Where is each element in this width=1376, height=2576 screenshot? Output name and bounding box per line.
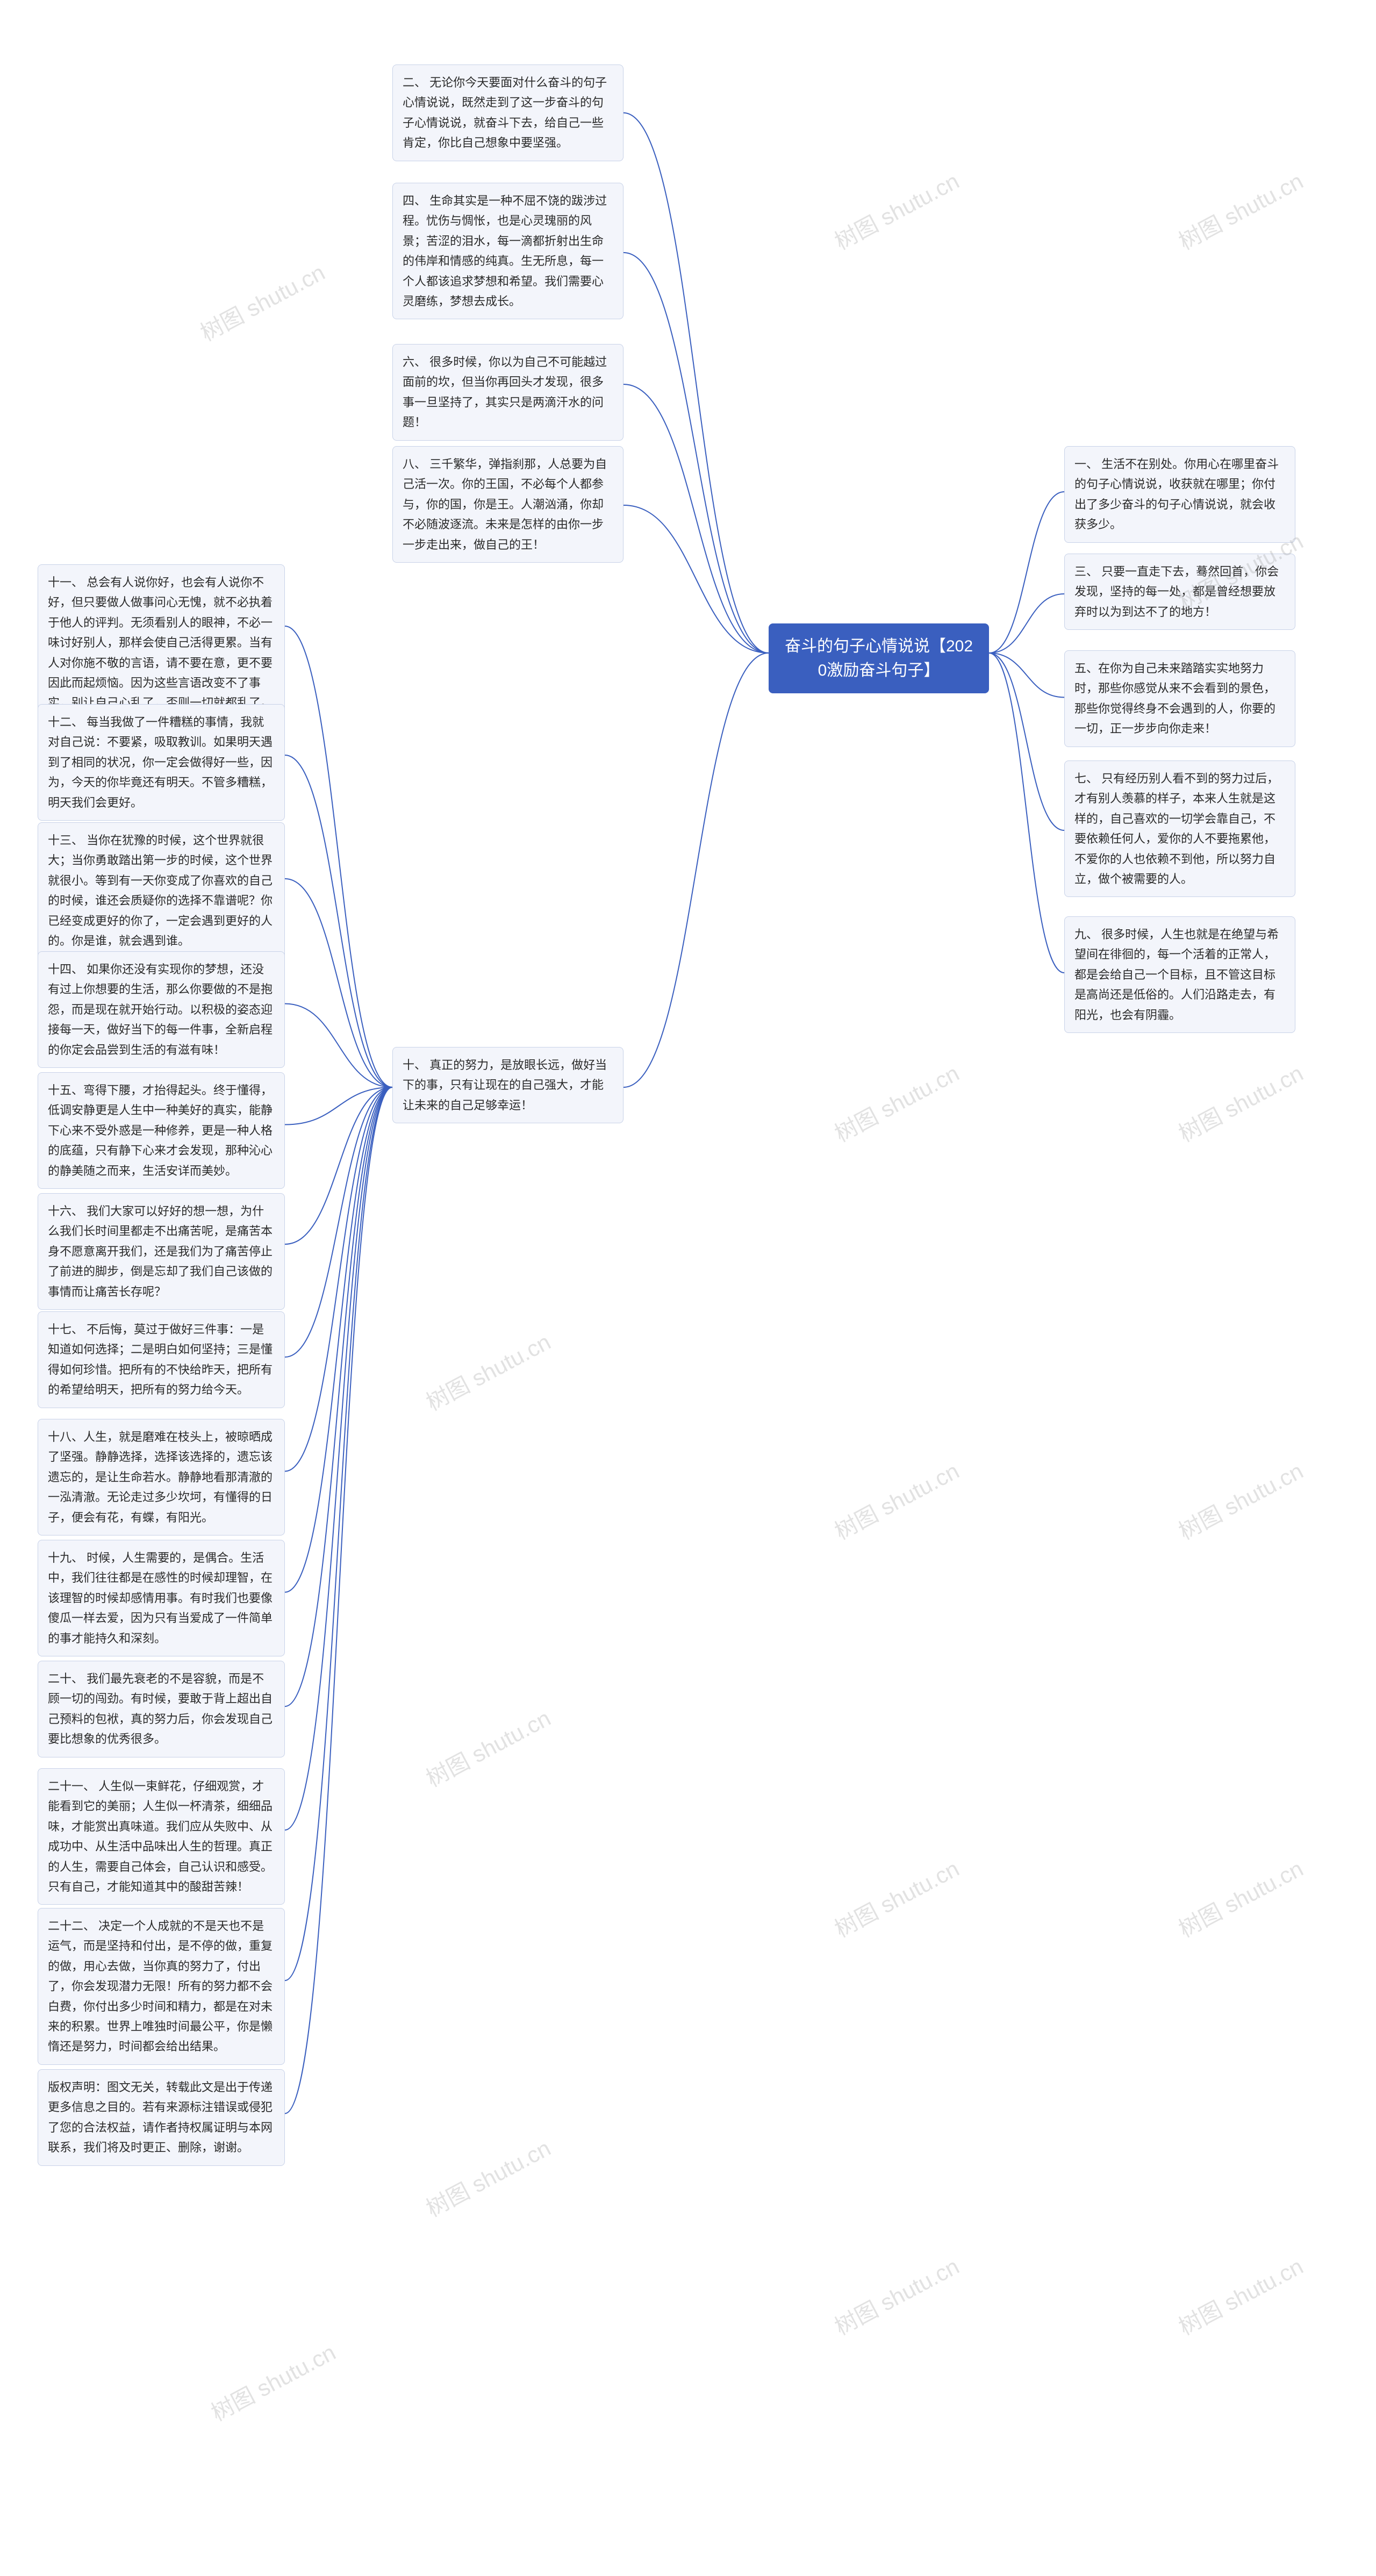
connector [989, 492, 1064, 653]
connector [285, 626, 392, 1087]
connector [285, 1087, 392, 1830]
connector [285, 1087, 392, 1244]
leaf-node: 二、 无论你今天要面对什么奋斗的句子心情说说，既然走到了这一步奋斗的句子心情说说… [392, 64, 624, 161]
connector [285, 1004, 392, 1088]
watermark: 树图 shutu.cn [828, 1453, 964, 1546]
connector [624, 253, 769, 653]
watermark: 树图 shutu.cn [828, 163, 964, 256]
leaf-node: 十八、人生，就是磨难在枝头上，被晾晒成了坚强。静静选择，选择该选择的，遗忘该遗忘… [38, 1419, 285, 1535]
watermark: 树图 shutu.cn [420, 1324, 556, 1417]
connector [285, 1087, 392, 1592]
leaf-node: 十二、 每当我做了一件糟糕的事情，我就对自己说：不要紧，吸取教训。如果明天遇到了… [38, 704, 285, 821]
leaf-node: 十三、 当你在犹豫的时候，这个世界就很大；当你勇敢踏出第一步的时候，这个世界就很… [38, 822, 285, 959]
connector [624, 113, 769, 653]
leaf-node: 六、 很多时候，你以为自己不可能越过面前的坎，但当你再回头才发现，很多事一旦坚持… [392, 344, 624, 441]
connector [285, 1087, 392, 1981]
watermark: 树图 shutu.cn [205, 2335, 341, 2428]
center-node: 奋斗的句子心情说说【2020激励奋斗句子】 [769, 623, 989, 693]
watermark: 树图 shutu.cn [420, 2130, 556, 2223]
connector [285, 1087, 392, 1125]
leaf-node: 十五、弯得下腰，才抬得起头。终于懂得，低调安静更是人生中一种美好的真实，能静下心… [38, 1072, 285, 1189]
watermark: 树图 shutu.cn [1172, 2249, 1308, 2342]
connector [989, 653, 1064, 698]
leaf-node: 二十一、 人生似一束鲜花，仔细观赏，才能看到它的美丽；人生似一杯清茶，细细品味，… [38, 1768, 285, 1905]
leaf-node: 十一、 总会有人说你好，也会有人说你不好，但只要做人做事问心无愧，就不必执着于他… [38, 564, 285, 721]
watermark: 树图 shutu.cn [420, 1700, 556, 1793]
connector [285, 1087, 392, 1706]
leaf-node: 一、 生活不在别处。你用心在哪里奋斗的句子心情说说，收获就在哪里；你付出了多少奋… [1064, 446, 1295, 543]
leaf-node: 八、 三千繁华，弹指刹那，人总要为自己活一次。你的王国，不必每个人都参与，你的国… [392, 446, 624, 563]
connector [285, 879, 392, 1087]
leaf-node: 五、在你为自己未来踏踏实实地努力时，那些你感觉从来不会看到的景色，那些你觉得终身… [1064, 650, 1295, 747]
leaf-node: 十四、 如果你还没有实现你的梦想，还没有过上你想要的生活，那么你要做的不是抱怨，… [38, 951, 285, 1068]
leaf-node: 三、 只要一直走下去，蓦然回首，你会发现，坚持的每一处，都是曾经想要放弃时以为到… [1064, 554, 1295, 630]
watermark: 树图 shutu.cn [1172, 1851, 1308, 1944]
leaf-node: 十、 真正的努力，是放眼长远，做好当下的事，只有让现在的自己强大，才能让未来的自… [392, 1047, 624, 1123]
connector [285, 1087, 392, 2114]
leaf-node: 九、 很多时候，人生也就是在绝望与希望间在徘徊的，每一个活着的正常人，都是会给自… [1064, 916, 1295, 1033]
connector [285, 1087, 392, 1472]
watermark: 树图 shutu.cn [828, 1851, 964, 1944]
leaf-node: 二十二、 决定一个人成就的不是天也不是运气，而是坚持和付出，是不停的做，重复的做… [38, 1908, 285, 2065]
leaf-node: 十九、 时候，人生需要的，是偶合。生活中，我们往往都是在感性的时候却理智，在该理… [38, 1540, 285, 1656]
watermark: 树图 shutu.cn [1172, 1056, 1308, 1149]
leaf-node: 十七、 不后悔，莫过于做好三件事：一是知道如何选择；二是明白如何坚持；三是懂得如… [38, 1311, 285, 1408]
watermark: 树图 shutu.cn [828, 2249, 964, 2342]
watermark: 树图 shutu.cn [1172, 163, 1308, 256]
connector [285, 755, 392, 1087]
leaf-node: 四、 生命其实是一种不屈不饶的跋涉过程。忧伤与惆怅，也是心灵瑰丽的风景；苦涩的泪… [392, 183, 624, 319]
leaf-node: 七、 只有经历别人看不到的努力过后，才有别人羡慕的样子，本来人生就是这样的，自己… [1064, 760, 1295, 897]
connector [989, 653, 1064, 830]
connector [285, 1087, 392, 1357]
connector [624, 653, 769, 1087]
leaf-node: 版权声明：图文无关，转载此文是出于传递更多信息之目的。若有来源标注错误或侵犯了您… [38, 2069, 285, 2166]
watermark: 树图 shutu.cn [194, 255, 330, 348]
connector [989, 653, 1064, 973]
connector [989, 594, 1064, 653]
connector [624, 384, 769, 653]
watermark: 树图 shutu.cn [1172, 1453, 1308, 1546]
leaf-node: 二十、 我们最先衰老的不是容貌，而是不顾一切的闯劲。有时候，要敢于背上超出自己预… [38, 1661, 285, 1757]
leaf-node: 十六、 我们大家可以好好的想一想，为什么我们长时间里都走不出痛苦呢，是痛苦本身不… [38, 1193, 285, 1310]
connector [624, 505, 769, 653]
watermark: 树图 shutu.cn [828, 1056, 964, 1149]
